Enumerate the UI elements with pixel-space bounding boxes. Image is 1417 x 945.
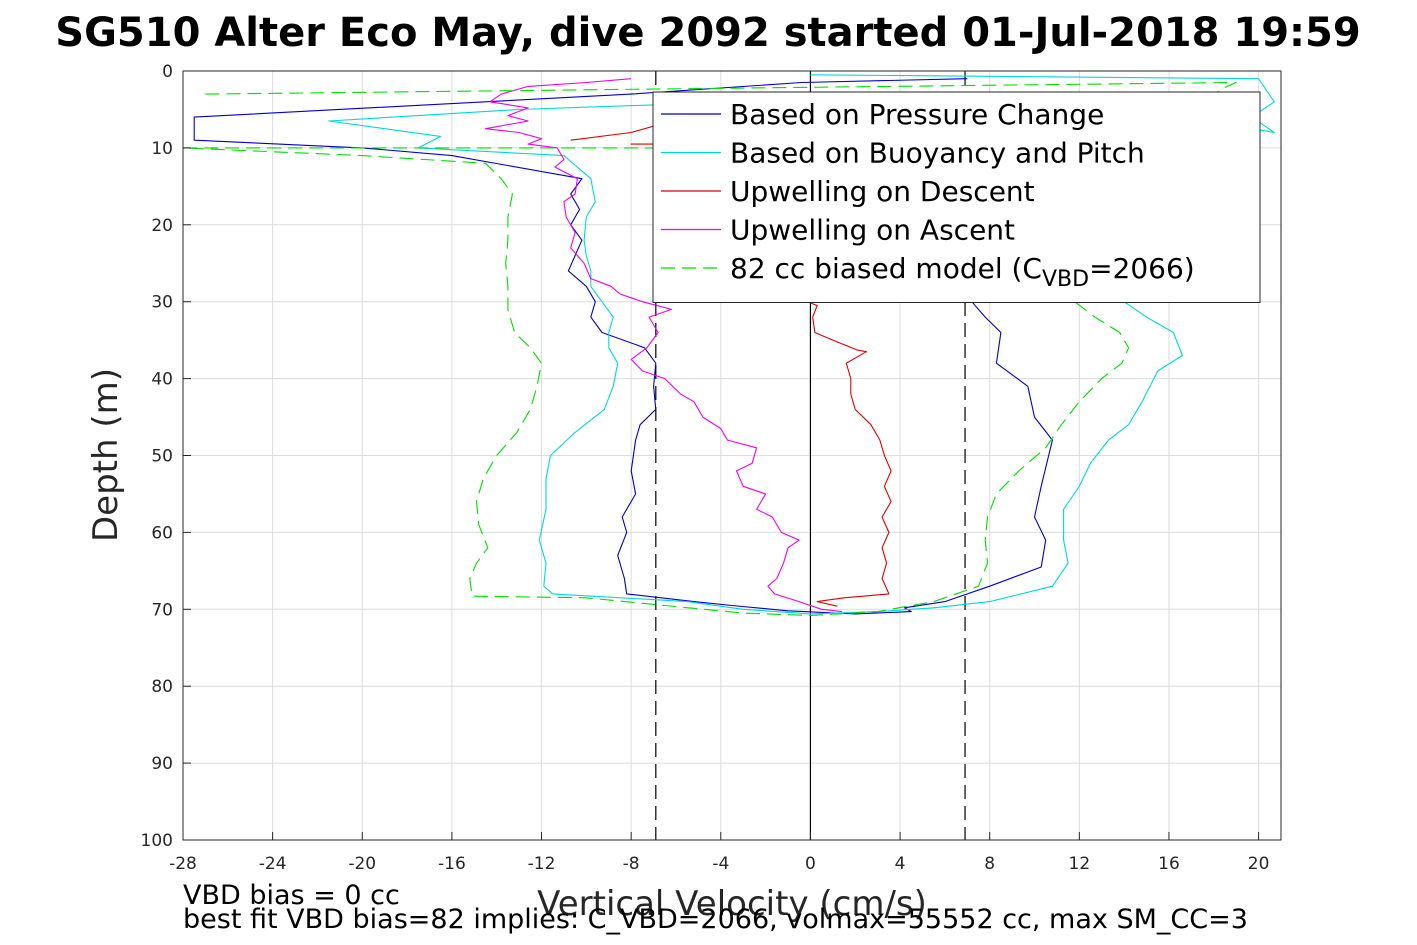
x-tick-label: 20	[1248, 854, 1270, 874]
y-tick-label: 40	[151, 370, 173, 390]
series-line-5	[182, 81, 1237, 617]
legend-label: Upwelling on Ascent	[730, 214, 1015, 247]
y-tick-label: 100	[141, 831, 173, 851]
x-tick-label: 4	[895, 854, 906, 874]
legend-label: Based on Buoyancy and Pitch	[730, 137, 1145, 170]
tick-labels: -28 -24 -20 -16 -12 -8 -4 0 4 8 12 16 20 0 10 20 30 40 50 6…	[141, 62, 1270, 874]
x-tick-label: -4	[712, 854, 729, 874]
chart-title: SG510 Alter Eco May, dive 2092 started 0…	[55, 10, 1360, 56]
y-tick-label: 90	[151, 754, 173, 774]
footnote-best-fit: best fit VBD bias=82 implies: C_VBD=2066…	[183, 904, 1248, 935]
y-tick-label: 0	[162, 62, 173, 82]
x-tick-label: -24	[259, 854, 287, 874]
y-tick-label: 60	[151, 523, 173, 543]
x-tick-label: 0	[805, 854, 816, 874]
legend: Based on Pressure Change Based on Buoyanc…	[652, 91, 1261, 303]
x-tick-label: 8	[984, 854, 995, 874]
x-axis-label: Vertical Velocity (cm/s)	[537, 884, 927, 924]
legend-label: Based on Pressure Change	[730, 98, 1104, 131]
x-tick-label: -28	[169, 854, 197, 874]
y-tick-label: 30	[151, 293, 173, 313]
x-tick-label: -20	[348, 854, 376, 874]
x-tick-label: -16	[438, 854, 466, 874]
x-tick-label: -12	[528, 854, 556, 874]
legend-box	[652, 91, 1261, 303]
y-tick-label: 80	[151, 677, 173, 697]
y-tick-label: 70	[151, 600, 173, 620]
y-axis-label: Depth (m)	[86, 368, 126, 542]
y-tick-label: 20	[151, 216, 173, 236]
legend-label: Upwelling on Descent	[730, 175, 1035, 208]
y-tick-label: 10	[151, 139, 173, 159]
x-tick-label: 16	[1158, 854, 1180, 874]
y-tick-label: 50	[151, 447, 173, 467]
x-tick-label: 12	[1069, 854, 1091, 874]
x-tick-label: -8	[623, 854, 640, 874]
series-line-4	[484, 78, 842, 613]
footnote-vbd-bias: VBD bias = 0 cc	[183, 880, 400, 911]
series-line-2	[328, 74, 1275, 615]
